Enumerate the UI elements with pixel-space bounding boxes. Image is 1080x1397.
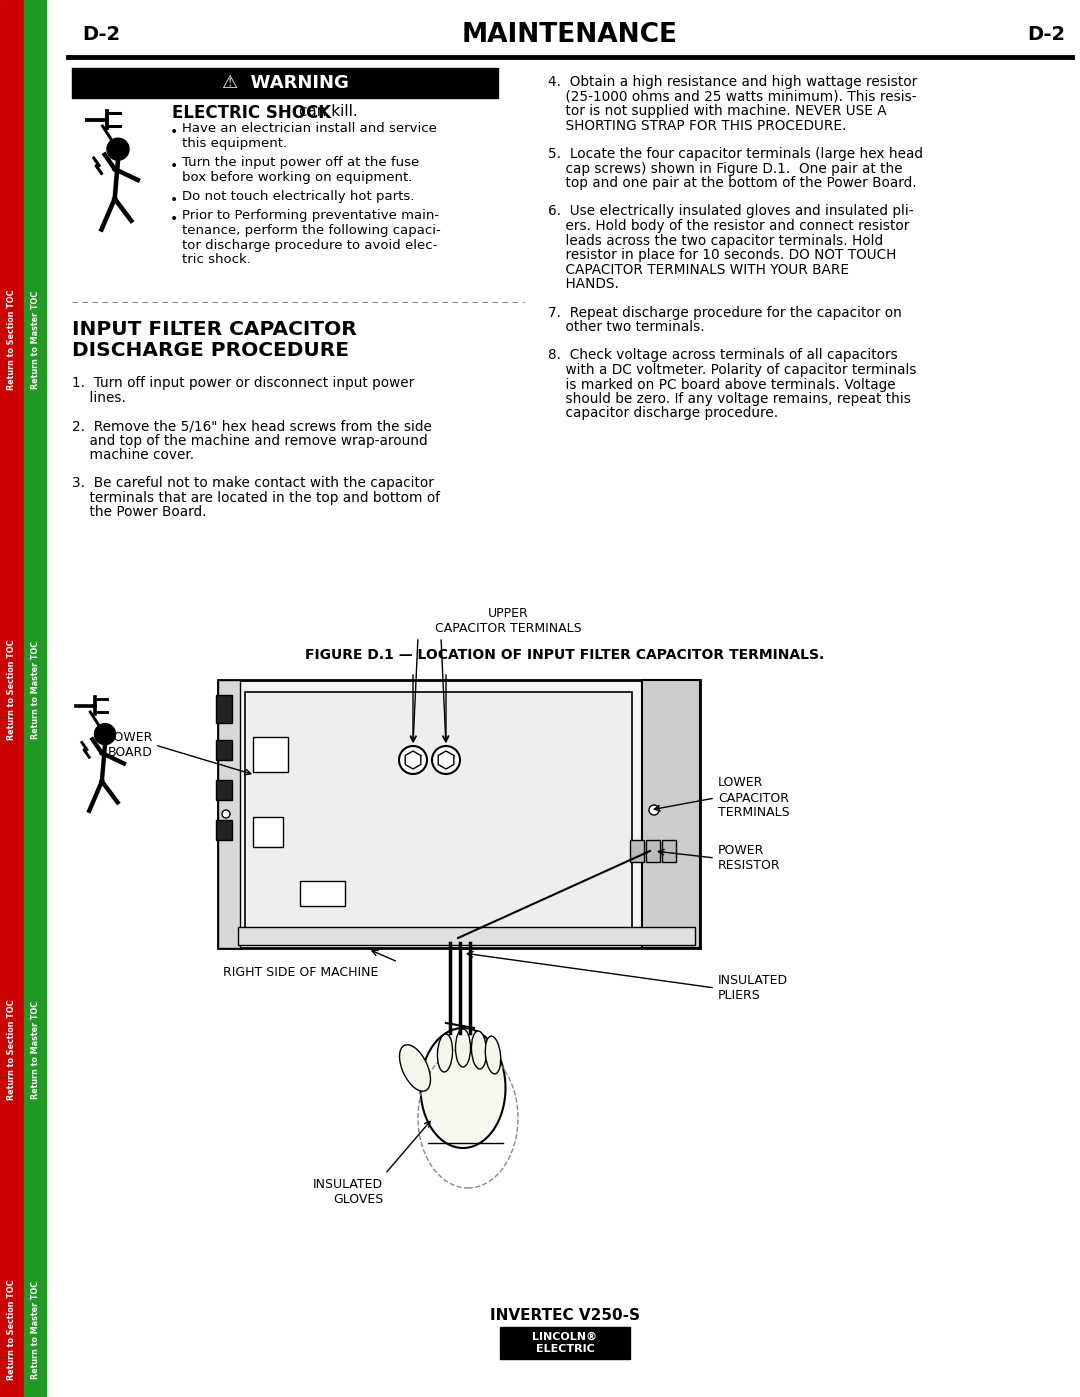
Text: Return to Section TOC: Return to Section TOC [8,1000,16,1101]
Text: •: • [170,124,178,138]
Ellipse shape [472,1031,487,1069]
Text: with a DC voltmeter. Polarity of capacitor terminals: with a DC voltmeter. Polarity of capacit… [548,363,917,377]
Text: POWER
BOARD: POWER BOARD [107,731,153,759]
Text: ⚠  WARNING: ⚠ WARNING [221,74,349,92]
Bar [630,840,644,862]
Text: 4.  Obtain a high resistance and high wattage resistor: 4. Obtain a high resistance and high wat… [548,75,917,89]
Text: INSULATED
PLIERS: INSULATED PLIERS [718,974,788,1002]
Text: this equipment.: this equipment. [183,137,287,149]
Text: should be zero. If any voltage remains, repeat this: should be zero. If any voltage remains, … [548,393,910,407]
Bar [218,680,240,949]
Bar [253,817,283,847]
Text: Return to Master TOC: Return to Master TOC [30,1281,40,1379]
Text: is marked on PC board above terminals. Voltage: is marked on PC board above terminals. V… [548,377,895,391]
Text: SHORTING STRAP FOR THIS PROCEDURE.: SHORTING STRAP FOR THIS PROCEDURE. [548,119,847,133]
Text: resistor in place for 10 seconds. DO NOT TOUCH: resistor in place for 10 seconds. DO NOT… [548,249,896,263]
Circle shape [222,810,230,819]
Text: CAPACITOR TERMINALS WITH YOUR BARE: CAPACITOR TERMINALS WITH YOUR BARE [548,263,849,277]
Text: ELECTRIC SHOCK: ELECTRIC SHOCK [172,103,332,122]
Text: machine cover.: machine cover. [72,448,194,462]
Text: MAINTENANCE: MAINTENANCE [462,22,678,47]
Text: terminals that are located in the top and bottom of: terminals that are located in the top an… [72,490,440,504]
Text: INVERTEC V250-S: INVERTEC V250-S [490,1308,640,1323]
Bar [238,928,696,944]
Bar [642,680,700,949]
Text: Return to Section TOC: Return to Section TOC [8,640,16,740]
Text: INPUT FILTER CAPACITOR: INPUT FILTER CAPACITOR [72,320,356,339]
Text: Turn the input power off at the fuse: Turn the input power off at the fuse [183,156,419,169]
Circle shape [107,138,129,161]
Text: DISCHARGE PROCEDURE: DISCHARGE PROCEDURE [72,341,349,360]
Text: POWER
RESISTOR: POWER RESISTOR [718,844,781,872]
Text: 8.  Check voltage across terminals of all capacitors: 8. Check voltage across terminals of all… [548,348,897,362]
Circle shape [399,746,427,774]
Text: HANDS.: HANDS. [548,277,619,291]
Text: LOWER
CAPACITOR
TERMINALS: LOWER CAPACITOR TERMINALS [718,777,789,820]
Bar [253,738,288,773]
Text: (25-1000 ohms and 25 watts minimum). This resis-: (25-1000 ohms and 25 watts minimum). Thi… [548,89,917,103]
Text: RIGHT SIDE OF MACHINE: RIGHT SIDE OF MACHINE [222,965,378,979]
Circle shape [649,805,659,814]
Text: leads across the two capacitor terminals. Hold: leads across the two capacitor terminals… [548,233,883,247]
Bar [500,1327,630,1359]
Text: and top of the machine and remove wrap-around: and top of the machine and remove wrap-a… [72,433,428,447]
Text: 2.  Remove the 5/16" hex head screws from the side: 2. Remove the 5/16" hex head screws from… [72,419,432,433]
Bar [216,740,232,760]
Bar [0,0,24,1397]
Text: D-2: D-2 [1027,25,1065,45]
Bar [218,680,700,949]
Ellipse shape [485,1037,501,1074]
Bar [216,820,232,840]
Text: tenance, perform the following capaci-: tenance, perform the following capaci- [183,224,441,237]
Text: Return to Master TOC: Return to Master TOC [30,291,40,388]
Bar [72,68,498,98]
Text: ers. Hold body of the resistor and connect resistor: ers. Hold body of the resistor and conne… [548,219,909,233]
Text: Have an electrician install and service: Have an electrician install and service [183,122,437,136]
Bar [662,840,676,862]
Text: cap screws) shown in Figure D.1.  One pair at the: cap screws) shown in Figure D.1. One pai… [548,162,903,176]
Text: UPPER
CAPACITOR TERMINALS: UPPER CAPACITOR TERMINALS [434,608,581,636]
Text: capacitor discharge procedure.: capacitor discharge procedure. [548,407,778,420]
Circle shape [95,724,116,745]
Text: top and one pair at the bottom of the Power Board.: top and one pair at the bottom of the Po… [548,176,917,190]
Text: LINCOLN®
ELECTRIC: LINCOLN® ELECTRIC [532,1331,597,1354]
Text: Return to Master TOC: Return to Master TOC [30,1000,40,1099]
Text: FIGURE D.1 — LOCATION OF INPUT FILTER CAPACITOR TERMINALS.: FIGURE D.1 — LOCATION OF INPUT FILTER CA… [306,648,825,662]
Text: Return to Section TOC: Return to Section TOC [8,1280,16,1380]
Text: •: • [170,193,178,207]
Text: other two terminals.: other two terminals. [548,320,704,334]
Text: tor discharge procedure to avoid elec-: tor discharge procedure to avoid elec- [183,239,437,251]
Text: Prior to Performing preventative main-: Prior to Performing preventative main- [183,210,440,222]
Text: Return to Master TOC: Return to Master TOC [30,641,40,739]
Text: D-2: D-2 [82,25,120,45]
Text: •: • [170,159,178,173]
Bar [24,0,46,1397]
Text: 7.  Repeat discharge procedure for the capacitor on: 7. Repeat discharge procedure for the ca… [548,306,902,320]
Ellipse shape [400,1045,431,1091]
Bar [216,780,232,800]
Text: lines.: lines. [72,391,126,405]
Text: box before working on equipment.: box before working on equipment. [183,170,413,183]
Ellipse shape [420,1028,505,1148]
Text: •: • [170,212,178,226]
Text: tor is not supplied with machine. NEVER USE A: tor is not supplied with machine. NEVER … [548,103,887,117]
Text: Do not touch electrically hot parts.: Do not touch electrically hot parts. [183,190,415,203]
Text: 3.  Be careful not to make contact with the capacitor: 3. Be careful not to make contact with t… [72,476,434,490]
Ellipse shape [437,1034,453,1071]
Bar [646,840,660,862]
Circle shape [432,746,460,774]
Ellipse shape [456,1030,471,1067]
Text: the Power Board.: the Power Board. [72,506,206,520]
Bar [245,692,632,936]
Bar [300,882,345,907]
Text: INSULATED
GLOVES: INSULATED GLOVES [313,1178,383,1206]
Text: 6.  Use electrically insulated gloves and insulated pli-: 6. Use electrically insulated gloves and… [548,204,914,218]
Bar [216,694,232,724]
Text: Return to Section TOC: Return to Section TOC [8,289,16,390]
Text: can kill.: can kill. [294,103,357,119]
Text: tric shock.: tric shock. [183,253,251,265]
Text: 5.  Locate the four capacitor terminals (large hex head: 5. Locate the four capacitor terminals (… [548,147,923,161]
Text: 1.  Turn off input power or disconnect input power: 1. Turn off input power or disconnect in… [72,376,415,390]
